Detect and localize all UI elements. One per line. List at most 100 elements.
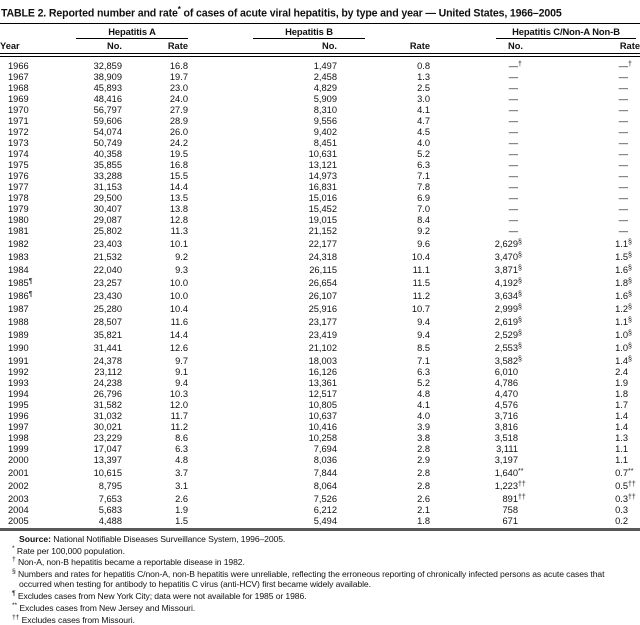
group-header-row: Hepatitis A Hepatitis B Hepatitis C/Non-… xyxy=(0,24,640,39)
cell-value: 1.5 xyxy=(615,251,628,262)
cell-value: 1.6 xyxy=(615,290,628,301)
footnote-line: ¶ Excludes cases from New York City; dat… xyxy=(12,590,307,601)
cell-hep-a-rate: 13.8 xyxy=(169,203,188,214)
table-row: 1974 40,358 19.5 10,631 5.2 — — xyxy=(0,149,640,160)
cell-year: 2003 xyxy=(8,493,29,504)
cell-hep-c-rate: —† xyxy=(618,60,632,71)
cell-hep-b-rate: 4.0 xyxy=(417,137,430,148)
cell-hep-c-no: 6,010 xyxy=(494,366,518,377)
cell-hep-c-no: 2,529§ xyxy=(494,329,522,340)
table-row: 1976 33,288 15.5 14,973 7.1 — — xyxy=(0,171,640,182)
cell-hep-b-rate: 10.7 xyxy=(411,303,430,314)
cell-hep-a-no: 28,507 xyxy=(93,316,122,327)
cell-hep-c-no: 3,816 xyxy=(494,421,518,432)
cell-hep-a-no: 31,032 xyxy=(93,410,122,421)
cell-hep-c-no: 3,470§ xyxy=(494,251,522,262)
cell-value: 1.1 xyxy=(615,238,628,249)
cell-hep-a-no: 35,855 xyxy=(93,159,122,170)
cell-hep-b-no: 12,517 xyxy=(308,388,337,399)
cell-hep-b-rate: 2.8 xyxy=(417,467,430,478)
cell-hep-b-rate: 11.5 xyxy=(412,277,430,288)
cell-hep-a-rate: 26.0 xyxy=(169,126,188,137)
cell-hep-c-rate: — xyxy=(618,181,628,192)
cell-hep-b-no: 8,451 xyxy=(313,137,337,148)
cell-hep-c-rate: — xyxy=(618,115,628,126)
cell-hep-b-rate: 5.2 xyxy=(417,148,430,159)
cell-hep-c-rate: 1.1§ xyxy=(615,316,632,327)
cell-hep-a-rate: 15.5 xyxy=(169,170,188,181)
cell-hep-b-rate: 6.3 xyxy=(417,366,430,377)
cell-value: 3,470 xyxy=(494,251,518,262)
cell-value: 1986 xyxy=(8,290,29,301)
cell-hep-a-rate: 9.3 xyxy=(175,264,188,275)
cell-hep-c-rate: — xyxy=(618,82,628,93)
table-row: 1999 17,047 6.3 7,694 2.8 3,111 1.1 xyxy=(0,444,640,455)
cell-hep-a-no: 5,683 xyxy=(98,504,122,515)
cell-value: 2,619 xyxy=(494,316,518,327)
cell-hep-b-no: 21,152 xyxy=(308,225,337,236)
cell-hep-a-rate: 11.6 xyxy=(170,316,188,327)
cell-hep-b-no: 15,016 xyxy=(308,192,337,203)
footnote-marker: ** xyxy=(12,601,18,609)
cell-hep-c-no: 3,716 xyxy=(494,410,518,421)
cell-hep-b-no: 26,115 xyxy=(309,264,337,275)
cell-hep-a-rate: 14.4 xyxy=(169,181,188,192)
cell-hep-c-rate: 1.1 xyxy=(615,454,628,465)
cell-hep-c-no: 1,223†† xyxy=(494,480,526,491)
cell-hep-c-no: 891†† xyxy=(502,493,526,504)
table-title: TABLE 2. Reported number and rate* of ca… xyxy=(0,0,640,24)
cell-hep-c-no: — xyxy=(508,82,518,93)
table-row: 1970 56,797 27.9 8,310 4.1 — — xyxy=(0,105,640,116)
cell-hep-c-no: — xyxy=(508,115,518,126)
cell-value: 2,999 xyxy=(494,303,518,314)
table-row: 1993 24,238 9.4 13,361 5.2 4,786 1.9 xyxy=(0,378,640,389)
cell-value: 3,871 xyxy=(494,264,518,275)
cell-hep-a-rate: 2.6 xyxy=(175,493,188,504)
table-row: 1968 45,893 23.0 4,829 2.5 — — xyxy=(0,83,640,94)
cell-hep-c-rate: — xyxy=(618,203,628,214)
cell-hep-c-no: 3,871§ xyxy=(494,264,522,275)
table-row: 1978 29,500 13.5 15,016 6.9 — — xyxy=(0,193,640,204)
cell-hep-b-rate: 1.3 xyxy=(417,71,430,82)
cell-hep-a-no: 40,358 xyxy=(93,148,122,159)
cell-value: 2,529 xyxy=(494,329,518,340)
cell-hep-b-no: 19,015 xyxy=(308,214,337,225)
cell-year: 1986¶ xyxy=(8,290,33,301)
cell-hep-c-no: 2,999§ xyxy=(494,303,522,314)
cell-year: 1985¶ xyxy=(8,277,33,288)
cell-year: 1967 xyxy=(8,71,29,82)
cell-hep-a-no: 26,796 xyxy=(93,388,122,399)
cell-hep-c-no: — xyxy=(508,225,518,236)
cell-hep-a-no: 29,087 xyxy=(93,214,122,225)
cell-hep-b-no: 13,121 xyxy=(308,159,337,170)
cell-hep-c-rate: — xyxy=(618,214,628,225)
cell-hep-b-no: 10,631 xyxy=(308,148,337,159)
cell-hep-a-rate: 10.4 xyxy=(169,303,188,314)
cell-year: 1980 xyxy=(8,214,29,225)
cell-hep-c-rate: — xyxy=(618,71,628,82)
cell-hep-c-rate: 1.4§ xyxy=(615,355,632,366)
table-row: 1979 30,407 13.8 15,452 7.0 — — xyxy=(0,204,640,215)
cell-hep-c-no: 4,786 xyxy=(494,377,518,388)
footnote-marker: § xyxy=(12,568,16,576)
cell-value: 3,634 xyxy=(494,290,518,301)
cell-year: 1998 xyxy=(8,432,29,443)
table-bottom-rule xyxy=(0,527,640,531)
cell-hep-c-rate: 0.2 xyxy=(615,515,628,526)
cell-hep-b-rate: 6.3 xyxy=(417,159,430,170)
cell-hep-a-no: 35,821 xyxy=(93,329,122,340)
cell-hep-a-rate: 12.6 xyxy=(169,342,188,353)
cell-year: 1997 xyxy=(8,421,29,432)
cell-hep-a-no: 7,653 xyxy=(98,493,122,504)
cell-hep-b-no: 10,258 xyxy=(308,432,337,443)
table-row: 1966 32,859 16.8 1,497 0.8 —† —† xyxy=(0,56,640,72)
table-row: 1975 35,855 16.8 13,121 6.3 — — xyxy=(0,160,640,171)
cell-year: 2005 xyxy=(8,515,29,526)
cell-hep-a-no: 25,802 xyxy=(93,225,122,236)
cell-value: 2,553 xyxy=(494,342,518,353)
cell-hep-a-no: 4,488 xyxy=(98,515,122,526)
cell-hep-c-rate: 1.2§ xyxy=(615,303,632,314)
cell-hep-b-no: 26,654 xyxy=(308,277,337,288)
cell-hep-c-rate: 1.5§ xyxy=(615,251,632,262)
